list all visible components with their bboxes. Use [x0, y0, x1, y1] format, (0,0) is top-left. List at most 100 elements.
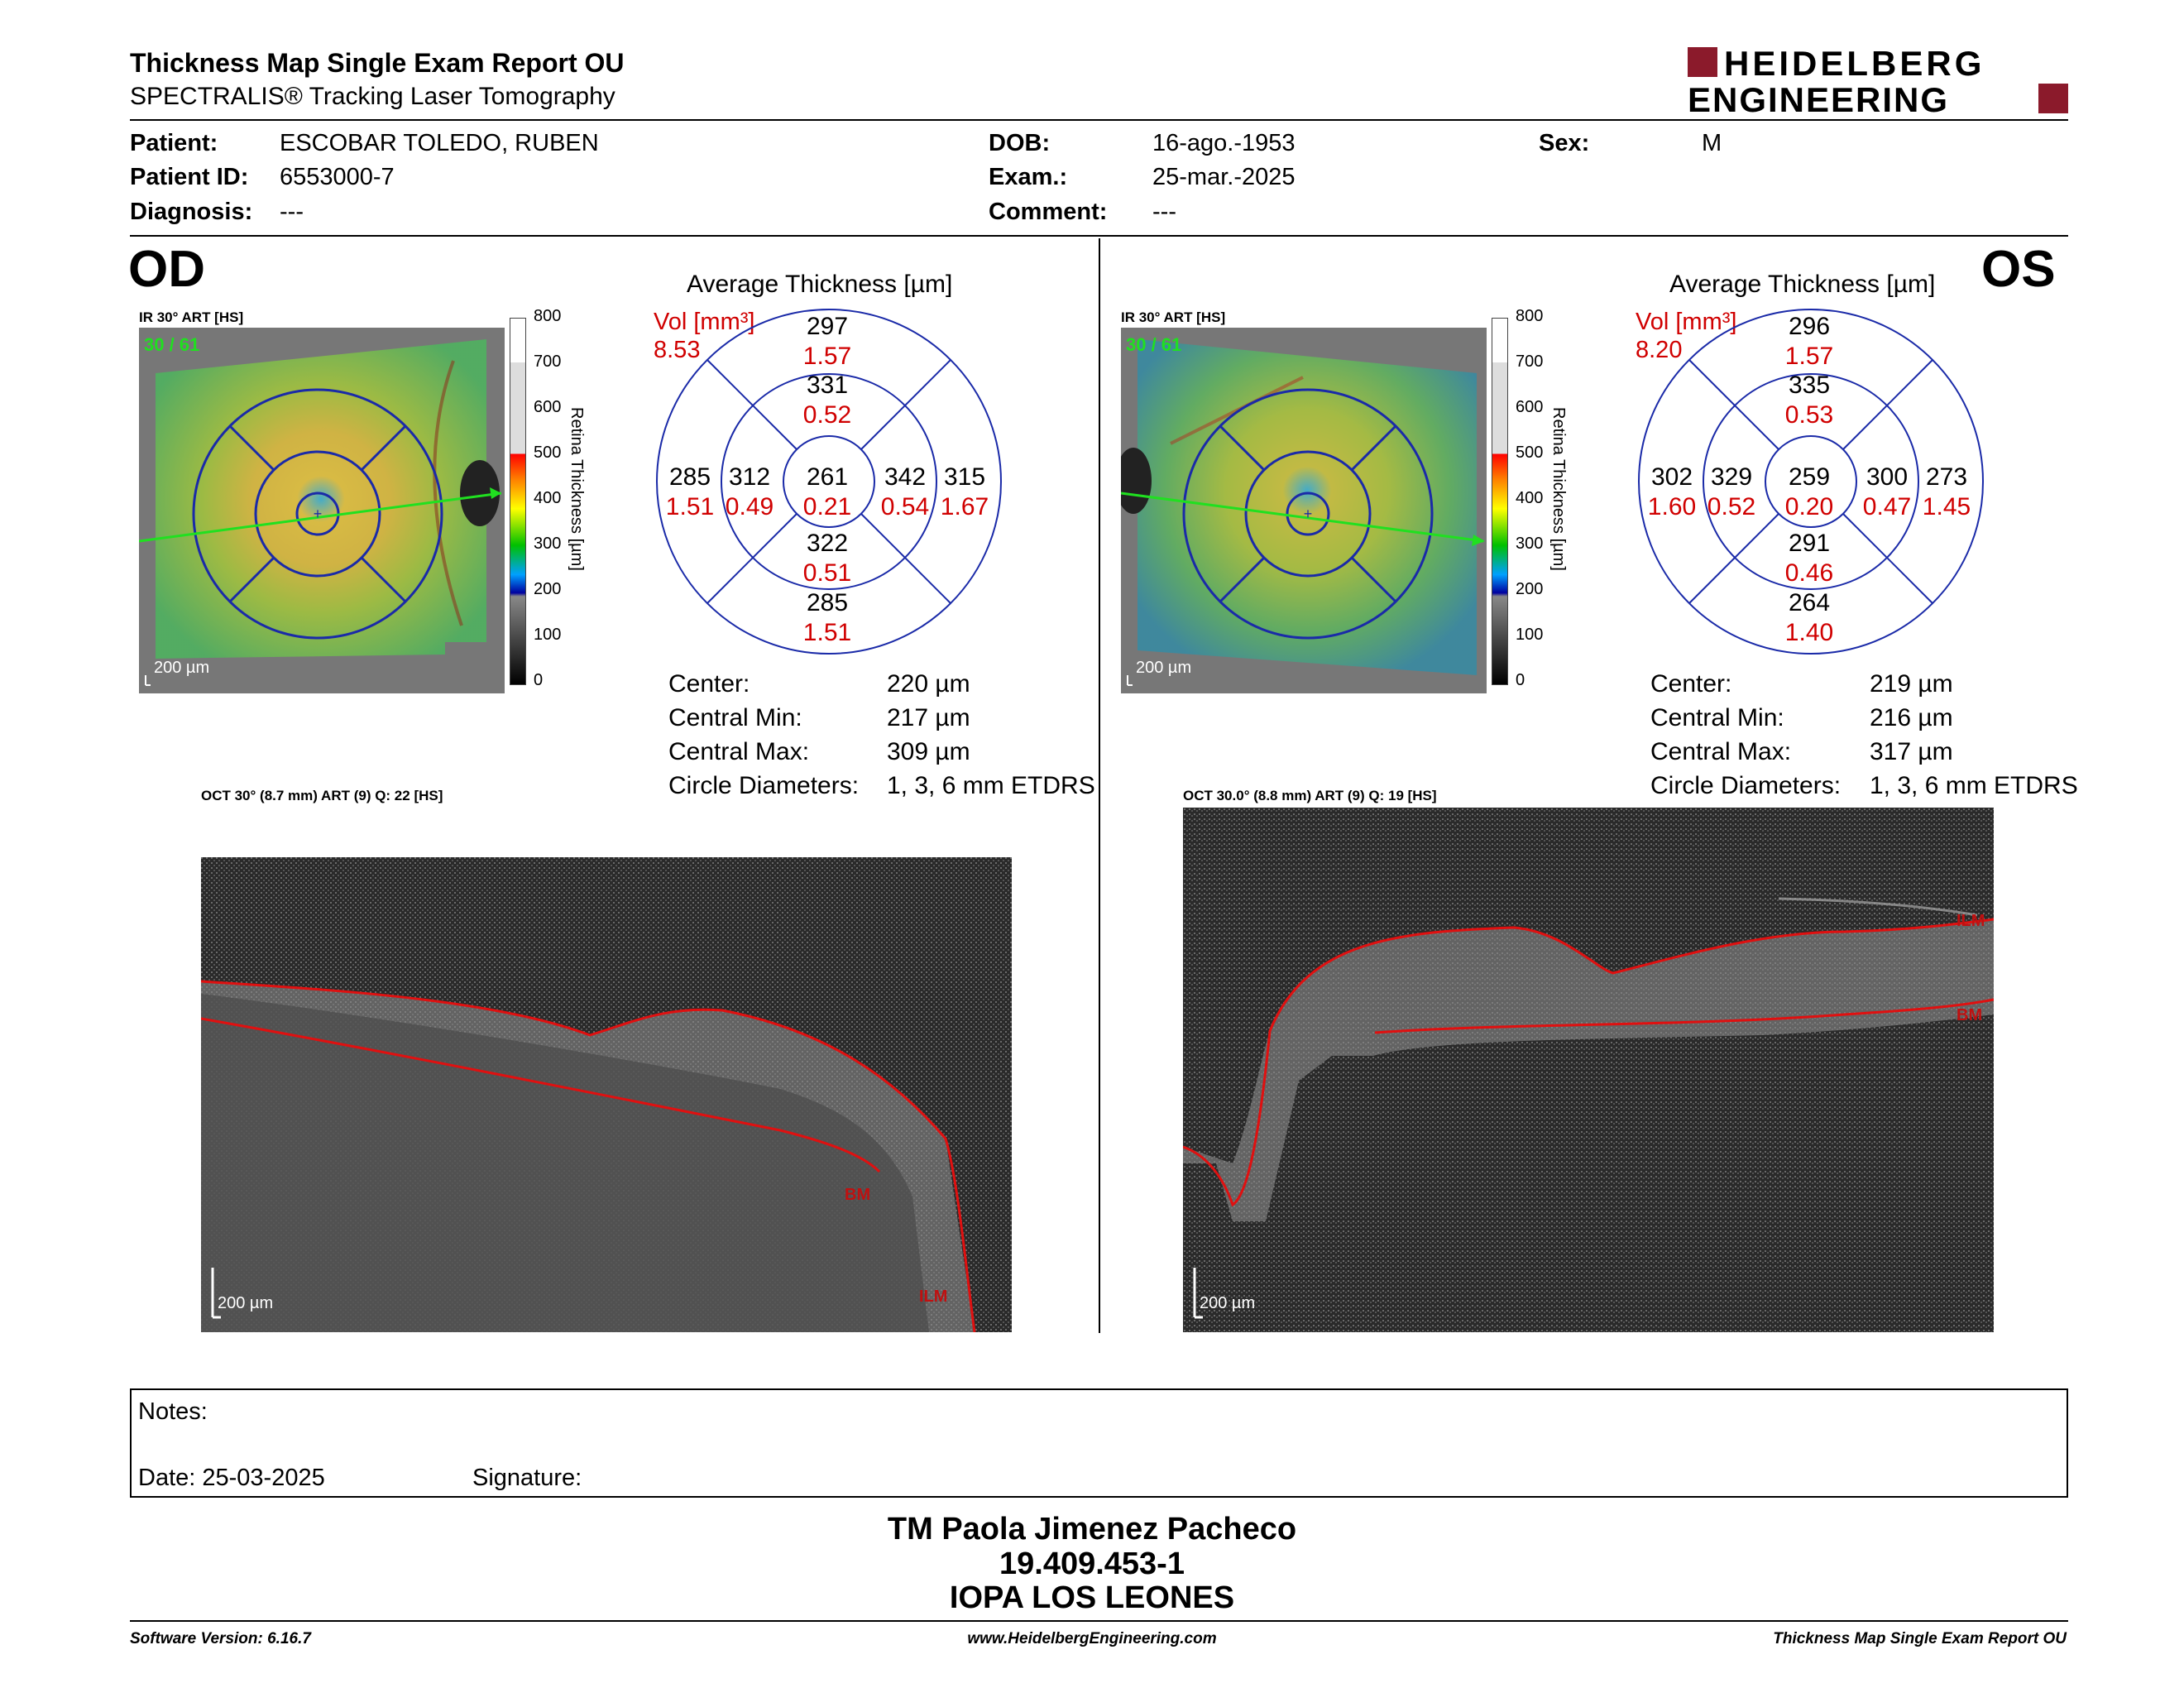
patient-id-label: Patient ID: [130, 164, 249, 190]
od-max-value: 309 µm [887, 738, 970, 765]
os-outer-left-thickness: 302 [1651, 463, 1693, 491]
os-outer-sup-thickness: 296 [1789, 313, 1830, 340]
os-center-thickness: 259 [1789, 463, 1830, 491]
os-inner-sup-volume: 0.53 [1785, 401, 1833, 429]
report-title: Thickness Map Single Exam Report OU [130, 48, 625, 78]
od-tick: 200 [534, 580, 562, 598]
patient-name: ESCOBAR TOLEDO, RUBEN [280, 130, 599, 156]
header-rule [130, 119, 2068, 121]
svg-text:+: + [1304, 506, 1313, 522]
os-min-label: Central Min: [1650, 704, 1784, 731]
os-bm-label: BM [1956, 1006, 1983, 1024]
od-max-label: Central Max: [668, 738, 810, 765]
footer-rule [130, 1620, 2068, 1622]
os-tick: 700 [1516, 352, 1544, 371]
os-max-label: Central Max: [1650, 738, 1792, 765]
os-inner-inf-volume: 0.46 [1785, 559, 1833, 587]
info-rule [130, 235, 2068, 237]
od-outer-right-volume: 1.67 [941, 493, 989, 520]
dob-value: 16-ago.-1953 [1152, 130, 1296, 156]
os-eye-label: OS [1981, 241, 2056, 298]
od-tick: 0 [534, 671, 544, 689]
od-inner-right-volume: 0.54 [881, 493, 929, 520]
od-center-thickness: 261 [807, 463, 848, 491]
signer-rut: 19.409.453-1 [999, 1547, 1185, 1581]
os-ir-label: IR 30° ART [HS] [1121, 309, 1226, 325]
os-center-label: Center: [1650, 670, 1732, 698]
os-inner-inf-thickness: 291 [1789, 530, 1830, 557]
os-etdrs-grid: 259 0.20 335 0.53 291 0.46 329 0.52 300 … [1638, 309, 1984, 655]
od-tick: 700 [534, 352, 562, 371]
os-vol-label: Vol [mm³] [1636, 309, 1737, 335]
os-diam-value: 1, 3, 6 mm ETDRS [1870, 772, 2078, 799]
od-thickness-map: + 30 / 61 200 µm [139, 328, 505, 693]
os-tick: 600 [1516, 398, 1544, 416]
signer-institution: IOPA LOS LEONES [949, 1580, 1235, 1615]
os-avg-title: Average Thickness [µm] [1669, 271, 1936, 298]
od-outer-left-thickness: 285 [669, 463, 711, 491]
os-tick: 400 [1516, 489, 1544, 507]
od-bm-label: BM [845, 1186, 871, 1204]
software-version: Software Version: 6.16.7 [130, 1630, 311, 1647]
diagnosis-value: --- [280, 199, 304, 225]
os-outer-inf-volume: 1.40 [1785, 619, 1833, 646]
comment-label: Comment: [989, 199, 1108, 225]
od-vol-label: Vol [mm³] [654, 309, 755, 335]
os-tick: 200 [1516, 580, 1544, 598]
od-diam-value: 1, 3, 6 mm ETDRS [887, 772, 1095, 799]
os-inner-right-volume: 0.47 [1863, 493, 1911, 520]
patient-label: Patient: [130, 130, 218, 156]
diagnosis-label: Diagnosis: [130, 199, 253, 225]
od-outer-left-volume: 1.51 [666, 493, 714, 520]
od-tick: 400 [534, 489, 562, 507]
os-diam-label: Circle Diameters: [1650, 772, 1842, 799]
od-inner-sup-thickness: 331 [807, 372, 848, 399]
website-link[interactable]: www.HeidelbergEngineering.com [967, 1630, 1217, 1647]
exam-label: Exam.: [989, 164, 1068, 190]
od-tick: 100 [534, 626, 562, 644]
od-etdrs-grid: 261 0.21 331 0.52 322 0.51 312 0.49 342 … [656, 309, 1002, 655]
signer-name: TM Paola Jimenez Pacheco [887, 1512, 1297, 1547]
sex-label: Sex: [1539, 130, 1590, 156]
os-center-value: 219 µm [1870, 670, 1953, 698]
os-center-volume: 0.20 [1785, 493, 1833, 520]
od-eye-label: OD [128, 241, 205, 298]
os-oct-scan: 200 µm ILM BM [1183, 808, 1994, 1332]
os-tick: 100 [1516, 626, 1544, 644]
patient-id: 6553000-7 [280, 164, 395, 190]
od-frames: 30 / 61 [144, 334, 200, 355]
os-outer-sup-volume: 1.57 [1785, 343, 1833, 370]
od-inner-left-volume: 0.49 [726, 493, 774, 520]
od-fundus-scale: 200 µm [154, 659, 210, 677]
signature-label: Signature: [472, 1465, 582, 1491]
od-oct-scan: 200 µm ILM BM [201, 808, 1012, 1332]
od-color-scale [510, 318, 526, 685]
os-inner-sup-thickness: 335 [1789, 372, 1830, 399]
od-tick: 800 [534, 307, 562, 325]
exam-value: 25-mar.-2025 [1152, 164, 1296, 190]
os-oct-label: OCT 30.0° (8.8 mm) ART (9) Q: 19 [HS] [1183, 788, 1437, 803]
od-inner-sup-volume: 0.52 [803, 401, 851, 429]
od-center-volume: 0.21 [803, 493, 851, 520]
od-inner-left-thickness: 312 [729, 463, 770, 491]
od-scale-title: Retina Thickness [µm] [568, 407, 586, 571]
os-tick: 0 [1516, 671, 1525, 689]
os-outer-inf-thickness: 264 [1789, 589, 1830, 616]
od-vol-value: 8.53 [654, 337, 701, 363]
od-outer-right-thickness: 315 [944, 463, 985, 491]
os-oct-scale: 200 µm [1200, 1294, 1256, 1312]
od-outer-sup-volume: 1.57 [803, 343, 851, 370]
od-inner-inf-thickness: 322 [807, 530, 848, 557]
os-thickness-map: + 30 / 61 200 µm [1121, 328, 1487, 693]
od-outer-sup-thickness: 297 [807, 313, 848, 340]
od-oct-scale: 200 µm [218, 1294, 274, 1312]
od-ilm-label: ILM [919, 1288, 948, 1306]
od-center-label: Center: [668, 670, 750, 698]
od-outer-inf-volume: 1.51 [803, 619, 851, 646]
od-ir-label: IR 30° ART [HS] [139, 309, 244, 325]
sex-value: M [1702, 130, 1722, 156]
od-min-value: 217 µm [887, 704, 970, 731]
os-fundus-scale: 200 µm [1136, 659, 1192, 677]
od-tick: 500 [534, 444, 562, 462]
footer-report-name: Thickness Map Single Exam Report OU [1773, 1630, 2067, 1647]
